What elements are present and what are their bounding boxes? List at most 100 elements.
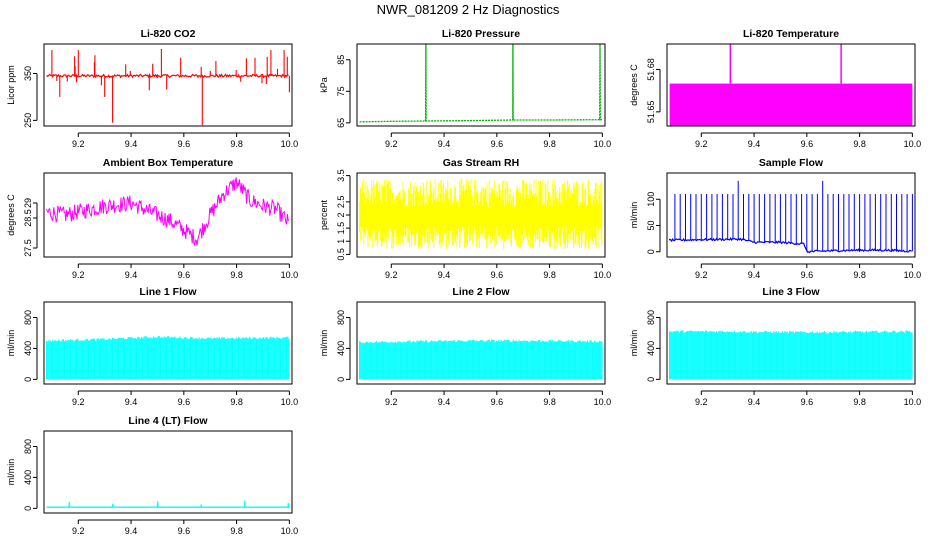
co2-spikes	[51, 49, 290, 126]
rh-trace	[359, 178, 603, 250]
y-tick-label: 400	[23, 341, 33, 356]
panel-title: Li-820 Pressure	[442, 28, 520, 40]
y-tick-label: 0	[23, 377, 33, 382]
y-tick-label: 800	[23, 439, 33, 454]
y-tick-label: 100	[646, 192, 656, 207]
x-tick-label: 9.4	[125, 139, 138, 149]
panel-6: Sample Flow 9.2 9.4 9.6 9.8 10.0 0 50 100 ml/min	[629, 157, 921, 280]
x-tick-label: 9.4	[748, 397, 761, 407]
x-tick-label: 9.8	[230, 139, 243, 149]
panel-7: Line 1 Flow 9.2 9.4 9.6 9.8 10.0 0 400 800 ml/min	[6, 286, 298, 407]
temperature-band	[669, 83, 913, 126]
y-tick-label: 400	[23, 470, 33, 485]
panel-8: Line 2 Flow 9.2 9.4 9.6 9.8 10.0 0 400 800 ml/min	[319, 286, 611, 407]
y-tick-label: 350	[23, 66, 33, 81]
x-tick-label: 9.4	[438, 270, 451, 280]
panel-title: Gas Stream RH	[443, 157, 519, 169]
plot-frame	[666, 43, 916, 127]
x-tick-label: 9.4	[125, 270, 138, 280]
x-tick-label: 10.0	[281, 397, 299, 407]
plot-frame	[666, 301, 916, 385]
plot-frame	[356, 301, 606, 385]
co2-trace	[46, 73, 289, 79]
x-tick-label: 10.0	[904, 139, 922, 149]
flow-trace	[359, 339, 603, 380]
x-tick-label: 9.6	[178, 397, 191, 407]
y-tick-label: 800	[646, 310, 656, 325]
x-tick-label: 9.8	[543, 139, 556, 149]
sample-flow-spikes	[674, 180, 913, 252]
y-axis-label: degrees C	[629, 64, 639, 106]
x-tick-label: 9.6	[178, 139, 191, 149]
panel-4: Ambient Box Temperature 9.2 9.4 9.6 9.8 10.0 2…	[6, 157, 298, 280]
x-tick-label: 9.2	[72, 526, 85, 536]
x-tick-label: 9.2	[695, 397, 708, 407]
y-tick-label: 51.65	[646, 101, 656, 124]
x-tick-label: 9.6	[801, 397, 814, 407]
y-tick-label: 2	[336, 212, 346, 217]
y-tick-label: 1.5	[336, 222, 346, 235]
x-tick-label: 9.6	[801, 139, 814, 149]
plot-frame	[356, 43, 606, 127]
flow-trace	[46, 336, 290, 380]
y-axis-label: ml/min	[6, 330, 16, 357]
x-tick-label: 9.8	[230, 526, 243, 536]
x-tick-label: 9.8	[853, 139, 866, 149]
x-tick-label: 9.8	[543, 397, 556, 407]
y-tick-label: 29	[23, 198, 33, 208]
y-axis-label: degrees C	[6, 194, 16, 236]
y-tick-label: 0	[646, 377, 656, 382]
x-tick-label: 9.2	[695, 270, 708, 280]
x-tick-label: 9.4	[125, 397, 138, 407]
x-tick-label: 10.0	[594, 139, 612, 149]
y-axis-label: ml/min	[629, 202, 639, 229]
series-trace	[359, 43, 603, 123]
page-title: NWR_081209 2 Hz Diagnostics	[376, 2, 560, 17]
y-tick-label: 800	[336, 310, 346, 325]
y-tick-label: 51.68	[646, 58, 656, 81]
x-tick-label: 9.8	[230, 270, 243, 280]
panel-title: Li-820 CO2	[141, 28, 196, 40]
panel-5: Gas Stream RH 9.2 9.4 9.6 9.8 10.0 0.5 1 1.5 2 2.5…	[319, 157, 611, 280]
x-tick-label: 10.0	[281, 270, 299, 280]
x-tick-label: 9.2	[385, 270, 398, 280]
y-axis-label: kPa	[319, 77, 329, 93]
y-axis-label: Licor ppm	[6, 65, 16, 105]
panel-title: Line 3 Flow	[762, 286, 820, 298]
y-tick-label: 0.5	[336, 248, 346, 261]
x-tick-label: 9.4	[438, 139, 451, 149]
y-tick-label: 250	[23, 113, 33, 128]
x-tick-label: 9.6	[178, 526, 191, 536]
x-tick-label: 9.2	[72, 139, 85, 149]
y-tick-label: 400	[336, 341, 346, 356]
panel-title: Line 4 (LT) Flow	[128, 415, 208, 427]
x-tick-label: 10.0	[594, 397, 612, 407]
y-axis-label: ml/min	[629, 330, 639, 357]
x-tick-label: 10.0	[904, 397, 922, 407]
x-tick-label: 10.0	[281, 139, 299, 149]
y-tick-label: 400	[646, 341, 656, 356]
y-tick-label: 65	[336, 118, 346, 128]
x-tick-label: 9.6	[491, 270, 504, 280]
y-tick-label: 75	[336, 86, 346, 96]
series-trace	[46, 500, 290, 508]
panel-title: Line 1 Flow	[139, 286, 197, 298]
y-tick-label: 50	[646, 220, 656, 230]
x-tick-label: 9.4	[748, 270, 761, 280]
y-tick-label: 0	[646, 249, 656, 254]
x-tick-label: 9.4	[438, 397, 451, 407]
x-tick-label: 10.0	[594, 270, 612, 280]
panel-2: Li-820 Pressure 9.2 9.4 9.6 9.8 10.0 65 75 85 kPa	[319, 28, 611, 149]
x-tick-label: 9.2	[385, 397, 398, 407]
x-tick-label: 9.6	[491, 139, 504, 149]
panel-3: Li-820 Temperature 9.2 9.4 9.6 9.8 10.0 51.65 5…	[629, 28, 921, 149]
panel-title: Ambient Box Temperature	[103, 157, 234, 169]
x-tick-label: 9.4	[125, 526, 138, 536]
y-tick-label: 3.5	[336, 169, 346, 182]
y-tick-label: 27.5	[23, 239, 33, 257]
panel-title: Sample Flow	[759, 157, 824, 169]
y-axis-label: ml/min	[319, 330, 329, 357]
y-axis-label: ml/min	[6, 459, 16, 486]
y-tick-label: 85	[336, 55, 346, 65]
sample-flow-trace	[668, 236, 912, 254]
